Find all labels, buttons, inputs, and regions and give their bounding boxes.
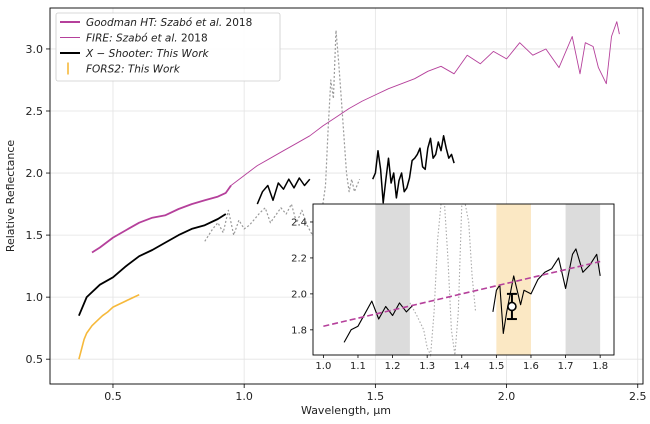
- series-line-1: [230, 21, 620, 186]
- series-line-0: [91, 184, 232, 254]
- inset-fit-line: [323, 260, 601, 328]
- x-axis-label: Wavelength, μm: [301, 404, 391, 417]
- inset-x-tick-label: 1.8: [592, 361, 608, 372]
- legend-label-main: FIRE: [86, 33, 109, 45]
- inset-data-point: [507, 301, 517, 312]
- x-tick-label: 2.5: [629, 390, 647, 403]
- y-tick-label: 1.5: [26, 229, 44, 242]
- legend-label-rest: : Szabó et al.: [109, 33, 178, 45]
- y-tick-label: 2.5: [26, 105, 44, 118]
- legend-label: FIRE: Szabó et al. 2018: [86, 33, 208, 45]
- inset-x-tick-label: 1.6: [523, 361, 539, 372]
- inset-x-tick-label: 1.1: [350, 361, 366, 372]
- legend-label-rest: : Szabó et al.: [154, 17, 223, 29]
- series-line-3: [256, 177, 311, 205]
- inset-ticks: 1.0 1.1 1.2 1.3 1.4 1.5 1.6 1.7 1.8 1.8 2.0 2.2 2.4: [291, 217, 608, 372]
- inset-spectrum-line: [343, 300, 414, 343]
- inset-y-tick-label: 2.4: [291, 217, 307, 228]
- y-tick-label: 3.0: [26, 43, 44, 56]
- x-tick-label: 0.5: [104, 390, 122, 403]
- legend-label-rest: : This Work: [150, 48, 210, 60]
- inset-spectrum-line: [492, 248, 601, 334]
- legend-label-main: X − Shooter: [85, 48, 150, 60]
- inset-x-tick-label: 1.5: [488, 361, 504, 372]
- inset-gray-band: [565, 204, 601, 355]
- inset-x-tick-label: 1.2: [385, 361, 401, 372]
- inset-y-tick-label: 2.0: [291, 289, 307, 300]
- x-tick-label: 1.0: [235, 390, 253, 403]
- main-grid: [50, 8, 643, 384]
- inset-y-tick-label: 1.8: [291, 325, 307, 336]
- y-tick-label: 2.0: [26, 167, 44, 180]
- legend-label: FORS2: This Work: [86, 64, 181, 76]
- main-ticks: 0.5 1.0 1.5 2.0 2.5 0.5 1.0 1.5 2.0 2.5 3.0: [26, 43, 647, 403]
- series-line-5: [204, 29, 361, 242]
- series-line-2: [78, 213, 227, 317]
- legend-label: Goodman HT: Szabó et al. 2018: [86, 17, 252, 29]
- inset: 1.0 1.1 1.2 1.3 1.4 1.5 1.6 1.7 1.8 1.8 2.0 2.2 2.4: [291, 203, 615, 372]
- legend-box: [55, 12, 281, 82]
- inset-x-tick-label: 1.7: [558, 361, 574, 372]
- x-tick-label: 1.5: [367, 390, 385, 403]
- y-tick-label: 1.0: [26, 291, 44, 304]
- y-tick-label: 0.5: [26, 353, 44, 366]
- inset-content: [323, 203, 601, 358]
- legend-label-rest: : This Work: [121, 64, 181, 76]
- inset-x-tick-label: 1.3: [419, 361, 435, 372]
- inset-y-tick-label: 2.2: [291, 253, 307, 264]
- main-axes-frame: [49, 7, 644, 385]
- inset-dotted-line: [409, 203, 477, 358]
- inset-gray-band: [375, 204, 410, 355]
- inset-x-tick-label: 1.4: [454, 361, 470, 372]
- series-line-4: [372, 135, 455, 204]
- legend-label-main: FORS2: [86, 64, 121, 76]
- main-series: [78, 21, 620, 360]
- legend-label-year: 2018: [222, 17, 252, 29]
- inset-x-tick-label: 1.0: [315, 361, 331, 372]
- y-axis-label: Relative Reflectance: [4, 140, 17, 253]
- x-tick-label: 2.0: [498, 390, 516, 403]
- series-line-6: [78, 293, 140, 360]
- legend-label-main: Goodman HT: [86, 17, 156, 29]
- inset-frame: [312, 203, 615, 356]
- legend-label: X − Shooter: This Work: [85, 48, 210, 60]
- legend-label-year: 2018: [178, 33, 208, 45]
